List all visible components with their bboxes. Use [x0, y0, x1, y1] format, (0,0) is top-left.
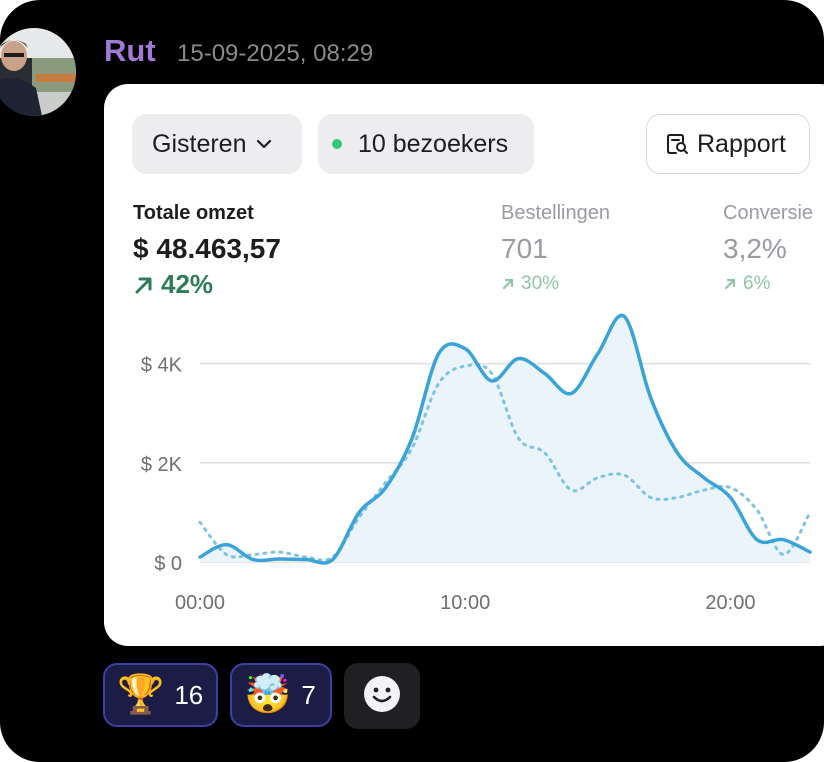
metric-label: Conversie	[723, 202, 814, 224]
metric-change-value: 42%	[161, 269, 214, 299]
add-reaction-button[interactable]	[344, 663, 420, 729]
metric-total-revenue[interactable]: Totale omzet $ 48.463,57 42%	[133, 202, 281, 300]
arrow-up-right-icon	[133, 274, 155, 296]
analytics-card: Gisteren 10 bezoekers Rapport To	[104, 84, 824, 646]
avatar-photo	[0, 28, 76, 116]
y-tick-label: $ 4K	[141, 355, 183, 377]
reaction-mind-blown[interactable]: 🤯 7	[230, 663, 332, 727]
arrow-up-right-icon	[501, 277, 515, 291]
metric-label: Bestellingen	[501, 202, 610, 224]
series-area-fill	[200, 315, 810, 564]
reaction-count: 16	[174, 679, 204, 710]
message-timestamp: 15-09-2025, 08:29	[177, 40, 374, 67]
mind-blown-icon: 🤯	[244, 674, 292, 716]
series-line-comparison	[198, 363, 812, 562]
period-label: Gisteren	[152, 129, 247, 158]
trophy-icon: 🏆	[117, 674, 165, 716]
report-search-icon	[665, 132, 689, 156]
live-status-dot	[332, 139, 342, 149]
smiley-icon	[363, 675, 401, 718]
reaction-count: 7	[301, 679, 316, 710]
avatar[interactable]	[0, 28, 76, 116]
reactions-bar: 🏆 16 🤯 7	[103, 663, 420, 729]
x-tick-label: 10:00	[440, 592, 490, 614]
visitors-label: 10 bezoekers	[358, 129, 509, 158]
metric-label: Totale omzet	[133, 202, 254, 224]
report-label: Rapport	[697, 129, 786, 158]
y-tick-label: $ 2K	[141, 454, 183, 476]
y-tick-label: $ 0	[154, 553, 182, 575]
metric-value: 3,2%	[723, 233, 787, 264]
reaction-trophy[interactable]: 🏆 16	[103, 663, 218, 727]
report-button[interactable]: Rapport	[646, 114, 810, 174]
series-line-current	[198, 313, 812, 565]
metric-change-value: 6%	[743, 273, 771, 294]
metric-orders[interactable]: Bestellingen 701 30%	[501, 202, 610, 295]
period-dropdown[interactable]: Gisteren	[132, 114, 302, 174]
x-tick-label: 20:00	[705, 592, 755, 614]
metric-change-value: 30%	[521, 273, 560, 294]
metric-value: 701	[501, 233, 548, 264]
arrow-up-right-icon	[723, 277, 737, 291]
revenue-line-chart: $ 0 $ 2K $ 4K 00:00 10:00 20:00	[141, 313, 812, 614]
metric-change: 42%	[133, 269, 281, 300]
chevron-down-icon	[256, 139, 272, 149]
metric-change: 6%	[723, 273, 813, 295]
visitors-badge: 10 bezoekers	[318, 114, 534, 174]
metric-conversion[interactable]: Conversie 3,2% 6%	[723, 202, 813, 295]
metric-value: $ 48.463,57	[133, 233, 281, 264]
x-tick-label: 00:00	[175, 592, 225, 614]
author-name[interactable]: Rut	[104, 33, 156, 68]
metric-change: 30%	[501, 273, 610, 295]
